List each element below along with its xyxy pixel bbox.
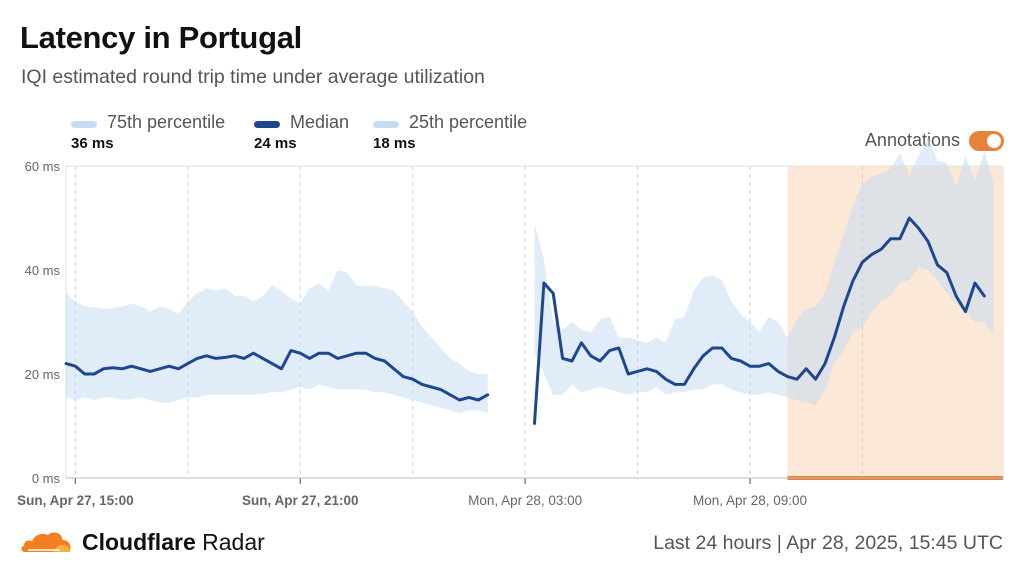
brand-name-rest: Radar (195, 529, 265, 555)
legend-swatch-median (254, 121, 280, 128)
median-line-0 (64, 349, 490, 402)
y-tick-label-3: 60 ms (25, 159, 61, 174)
page-title: Latency in Portugal (20, 20, 302, 55)
legend-swatch-p75 (71, 121, 97, 128)
legend-label-p75: 75th percentile (107, 112, 226, 132)
y-tick-label-1: 20 ms (25, 367, 61, 382)
x-tick-label-3: Mon, Apr 28, 09:00 (693, 493, 807, 508)
median-line-1 (533, 216, 986, 425)
percentile-band-1 (534, 137, 994, 406)
brand-name: Cloudflare Radar (82, 529, 265, 556)
cloudflare-logo-icon (21, 532, 71, 552)
x-tick-label-0: Sun, Apr 27, 15:00 (17, 493, 134, 508)
y-tick-label-0: 0 ms (32, 471, 61, 486)
legend-swatch-p25 (373, 121, 399, 128)
brand-name-bold: Cloudflare (82, 529, 196, 555)
legend-value-median: 24 ms (254, 135, 297, 152)
x-tick-label-1: Sun, Apr 27, 21:00 (242, 493, 359, 508)
legend-label-p25: 25th percentile (409, 112, 528, 132)
annotations-toggle[interactable] (969, 131, 1004, 151)
x-tick-label-2: Mon, Apr 28, 03:00 (468, 493, 582, 508)
percentile-band-0 (66, 270, 488, 413)
time-period: Last 24 hours | Apr 28, 2025, 15:45 UTC (653, 532, 1003, 554)
page-subtitle: IQI estimated round trip time under aver… (21, 66, 485, 88)
annotations-label: Annotations (864, 130, 960, 150)
y-tick-label-2: 40 ms (25, 263, 61, 278)
legend-value-p25: 18 ms (373, 135, 416, 152)
legend-value-p75: 36 ms (71, 135, 114, 152)
toggle-knob (987, 134, 1001, 148)
legend-label-median: Median (290, 112, 350, 132)
